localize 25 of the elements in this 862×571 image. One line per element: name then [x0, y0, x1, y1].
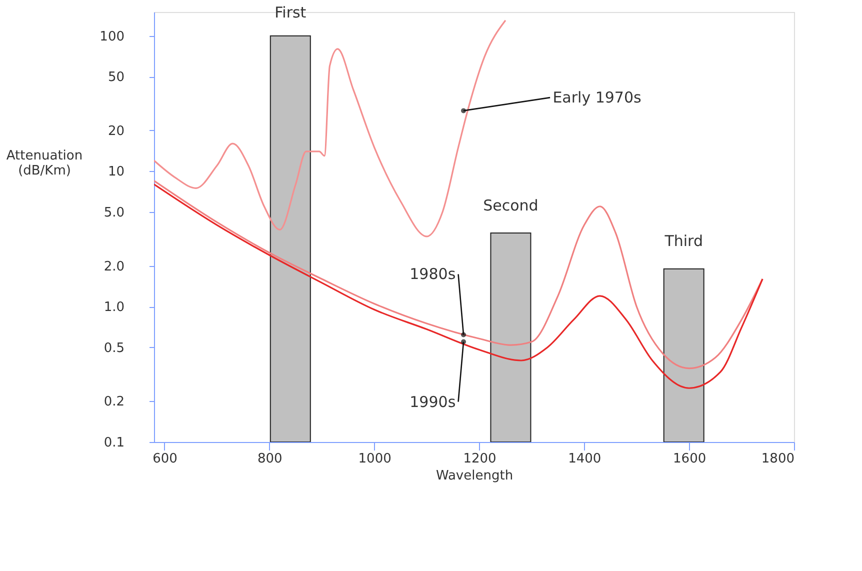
y-tick-label: 100	[100, 29, 124, 44]
x-tick-label: 1000	[358, 452, 392, 466]
x-tick-label: 1800	[761, 452, 794, 466]
y-tick-label: 0.5	[104, 340, 124, 356]
annotation: Second	[483, 196, 538, 214]
x-tick-label: 1400	[568, 452, 602, 466]
x-tick-label: 1200	[463, 452, 496, 466]
y-tick-label: 5.0	[104, 205, 124, 220]
annotation: 1990s	[410, 392, 456, 411]
y-tick-label: 10	[108, 164, 124, 180]
annotation: 1980s	[410, 265, 456, 284]
x-axis-title: Wavelength	[436, 468, 514, 484]
y-tick-label: 2.0	[104, 259, 124, 274]
x-tick-label: 600	[152, 452, 178, 466]
x-tick-label: 1600	[673, 452, 706, 466]
annotation: Early 1970s	[552, 88, 642, 107]
y-tick-label: 1.0	[104, 300, 124, 316]
y-tick-label: 0.2	[104, 394, 124, 410]
y-tick-label: 20	[108, 124, 124, 139]
annotation: First	[274, 4, 306, 22]
x-tick-label: 800	[257, 452, 282, 466]
y-axis-title: Attenuation (dB/Km)	[6, 148, 83, 178]
y-tick-label: 50	[108, 70, 124, 86]
annotation: Third	[664, 232, 703, 250]
y-tick-label: 0.1	[104, 436, 124, 450]
